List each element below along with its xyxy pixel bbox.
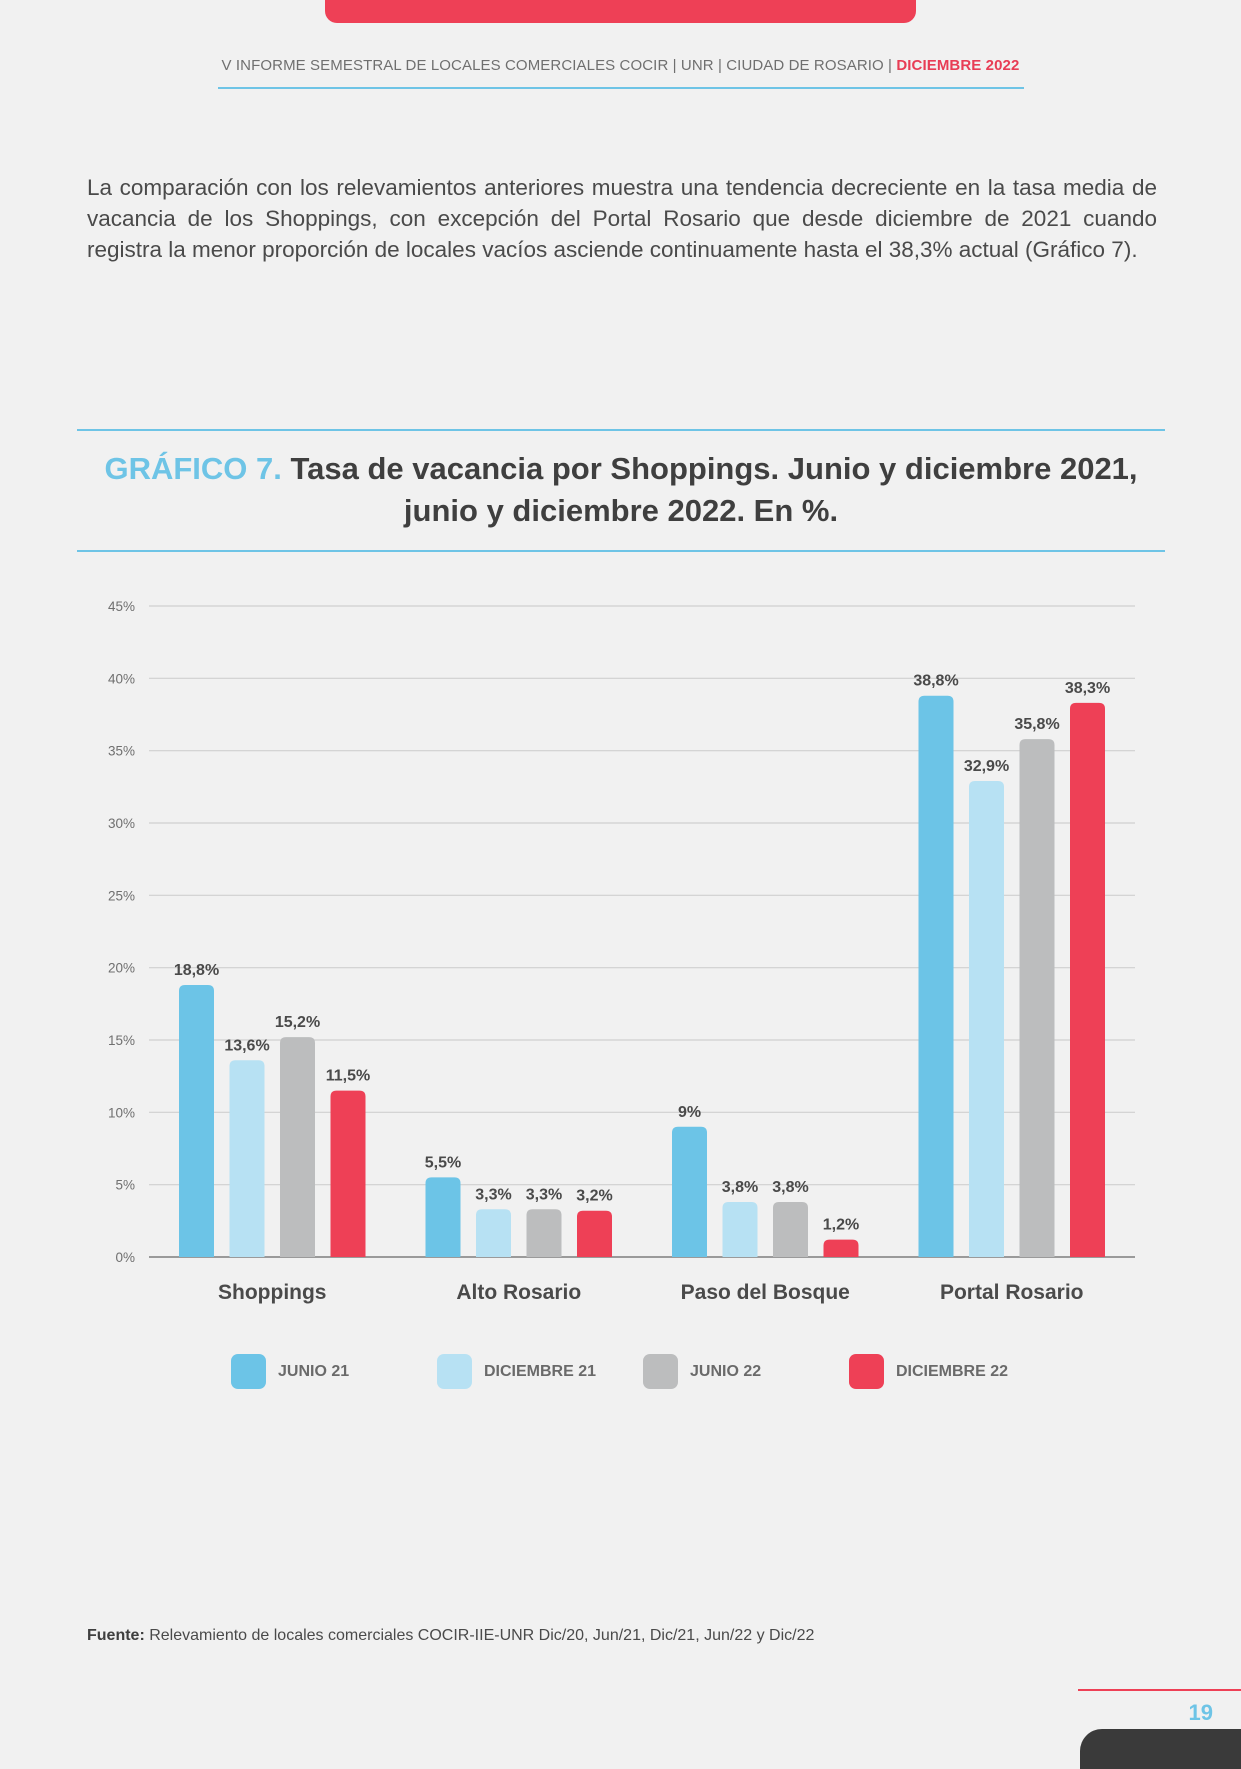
bar	[330, 1090, 366, 1257]
running-header-text: V INFORME SEMESTRAL DE LOCALES COMERCIAL…	[221, 57, 897, 74]
header-top-bar	[325, 0, 916, 23]
bar-value-label: 13,6%	[224, 1037, 269, 1054]
y-tick-label: 45%	[108, 599, 135, 614]
bar	[918, 695, 954, 1257]
bar-value-label: 38,3%	[1065, 680, 1110, 697]
legend-swatch	[849, 1354, 884, 1389]
title-bottom-rule	[77, 550, 1165, 552]
y-tick-label: 40%	[108, 671, 135, 686]
running-header-date: DICIEMBRE 2022	[896, 57, 1020, 74]
page-number: 19	[1188, 1700, 1213, 1725]
legend-label: JUNIO 21	[278, 1362, 350, 1380]
bar	[823, 1239, 859, 1257]
bar	[280, 1037, 315, 1257]
legend-item: DICIEMBRE 21	[437, 1354, 596, 1389]
category-label: Portal Rosario	[940, 1281, 1084, 1304]
y-tick-label: 10%	[108, 1105, 135, 1120]
legend-swatch	[437, 1354, 472, 1389]
bar	[577, 1210, 612, 1257]
running-header: V INFORME SEMESTRAL DE LOCALES COMERCIAL…	[0, 57, 1241, 74]
bar-value-label: 15,2%	[275, 1014, 320, 1031]
y-tick-label: 25%	[108, 888, 135, 903]
bar	[526, 1209, 562, 1257]
corner-block	[1080, 1729, 1241, 1769]
figure-title: GRÁFICO 7. Tasa de vacancia por Shopping…	[77, 448, 1165, 532]
y-tick-label: 0%	[115, 1250, 135, 1265]
y-tick-label: 20%	[108, 961, 135, 976]
bar-value-label: 3,8%	[772, 1179, 808, 1196]
bar-value-label: 3,3%	[526, 1186, 562, 1203]
category-label: Alto Rosario	[456, 1281, 581, 1304]
bar-value-label: 3,3%	[475, 1186, 511, 1203]
figure-title-line2: junio y diciembre 2022. En %.	[403, 493, 839, 528]
legend-swatch	[643, 1354, 678, 1389]
chart-legend: JUNIO 21 DICIEMBRE 21 JUNIO 22 DICIEMBRE 22	[0, 1354, 1241, 1390]
bar-value-label: 35,8%	[1014, 716, 1059, 733]
legend-swatch	[231, 1354, 266, 1389]
y-tick-label: 5%	[115, 1178, 135, 1193]
legend-label: JUNIO 22	[690, 1362, 762, 1380]
bar	[672, 1126, 707, 1257]
legend-item: JUNIO 22	[643, 1354, 761, 1389]
header-rule	[218, 87, 1024, 89]
source-note: Fuente: Relevamiento de locales comercia…	[87, 1627, 814, 1645]
bar	[969, 781, 1004, 1257]
page-rule	[1078, 1689, 1241, 1691]
legend-label: DICIEMBRE 22	[896, 1362, 1009, 1380]
bar	[425, 1177, 461, 1257]
bar	[1019, 739, 1055, 1257]
bar-chart: 0% 5% 10% 15% 20% 25% 30% 35% 40% 45% 18,8% 13,6% 15…	[108, 599, 1135, 1304]
legend-item: DICIEMBRE 22	[849, 1354, 1008, 1389]
bar	[1070, 702, 1105, 1257]
y-tick-label: 30%	[108, 816, 135, 831]
category-label: Paso del Bosque	[681, 1281, 850, 1304]
bar	[229, 1060, 265, 1257]
figure-title-line1: Tasa de vacancia por Shoppings. Junio y …	[290, 451, 1138, 486]
bar	[722, 1202, 758, 1257]
bar-value-label: 5,5%	[425, 1154, 461, 1171]
bar-value-label: 11,5%	[326, 1068, 370, 1085]
bar-value-label: 18,8%	[174, 962, 219, 979]
source-text: Relevamiento de locales comerciales COCI…	[144, 1627, 815, 1644]
bar-value-label: 3,2%	[576, 1188, 612, 1205]
y-tick-label: 15%	[108, 1033, 135, 1048]
bar-value-label: 32,9%	[964, 758, 1009, 775]
source-label: Fuente:	[87, 1627, 145, 1644]
category-label: Shoppings	[218, 1281, 327, 1304]
bar-value-label: 1,2%	[823, 1217, 859, 1234]
intro-paragraph: La comparación con los relevamientos ant…	[87, 175, 1157, 262]
bar	[476, 1209, 511, 1257]
bar-value-label: 3,8%	[722, 1179, 758, 1196]
legend-label: DICIEMBRE 21	[484, 1362, 597, 1380]
bar-value-label: 9%	[678, 1104, 701, 1121]
bar-value-label: 38,8%	[913, 673, 958, 690]
legend-item: JUNIO 21	[231, 1354, 349, 1389]
bar	[179, 985, 214, 1257]
figure-number: GRÁFICO 7.	[104, 451, 282, 486]
bar	[773, 1202, 808, 1257]
title-top-rule	[77, 429, 1165, 431]
y-tick-label: 35%	[108, 744, 135, 759]
